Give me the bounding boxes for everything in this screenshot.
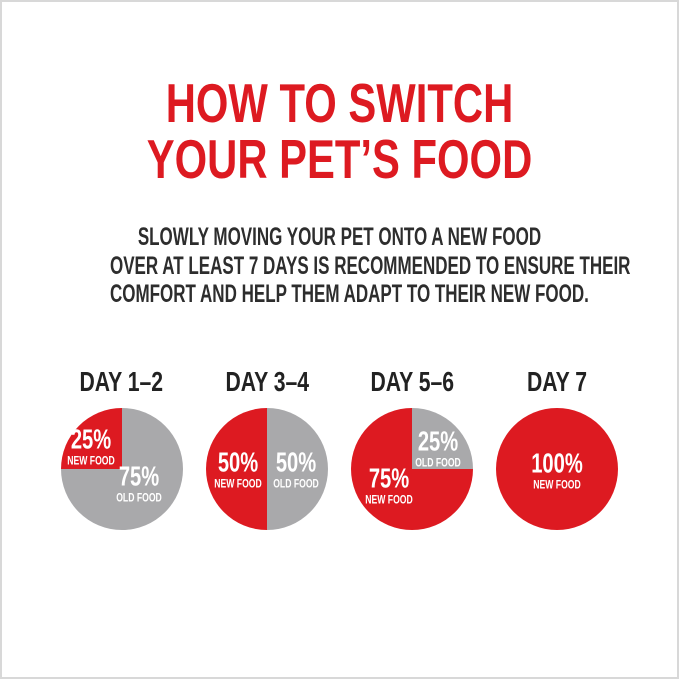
page-title-line-1: HOW TO SWITCH: [165, 72, 514, 134]
pie-day-3-4: 50% NEW FOOD 50% OLD FOOD: [205, 407, 328, 530]
chart-day-1-2: DAY 1–2 25% NEW FOOD 75% OLD FOOD: [60, 365, 184, 530]
slice-name: OLD FOOD: [414, 455, 461, 470]
slice-label-new-food: 100% NEW FOOD: [531, 447, 584, 492]
slice-label-new-food: 75% NEW FOOD: [365, 462, 413, 507]
day-3-4-label: DAY 3–4: [225, 365, 309, 397]
pie-day-5-6: 25% OLD FOOD 75% NEW FOOD: [351, 407, 474, 530]
day-5-6-label: DAY 5–6: [370, 365, 454, 397]
slice-name: OLD FOOD: [273, 476, 319, 491]
pie-chart-row: DAY 1–2 25% NEW FOOD 75% OLD FOOD DAY 3–…: [60, 365, 620, 530]
slice-label-old-food: 25% OLD FOOD: [414, 425, 461, 470]
slice-label-old-food: 50% OLD FOOD: [273, 446, 319, 491]
intro-line-2: OVER AT LEAST 7 DAYS IS RECOMMENDED TO E…: [110, 251, 631, 280]
chart-day-3-4: DAY 3–4 50% NEW FOOD 50% OLD FOOD: [205, 365, 329, 530]
slice-name: NEW FOOD: [533, 477, 582, 492]
slice-label-new-food: 25% NEW FOOD: [67, 423, 115, 468]
slice-label-old-food: 75% OLD FOOD: [115, 460, 162, 505]
slice-percent: 100%: [531, 447, 584, 479]
slice-percent: 75%: [368, 462, 410, 494]
intro-text: SLOWLY MOVING YOUR PET ONTO A NEW FOOD O…: [110, 223, 631, 309]
chart-day-5-6: DAY 5–6 25% OLD FOOD 75% NEW FOOD: [350, 365, 474, 530]
slice-name: NEW FOOD: [67, 453, 115, 468]
page-title: HOW TO SWITCH YOUR PET’S FOOD: [83, 75, 596, 187]
slice-percent: 50%: [275, 446, 317, 478]
slice-percent: 25%: [70, 423, 112, 455]
slice-label-new-food: 50% NEW FOOD: [213, 446, 262, 491]
pie-day-1-2: 25% NEW FOOD 75% OLD FOOD: [60, 407, 183, 530]
day-1-2-label: DAY 1–2: [79, 365, 164, 397]
intro-line-3: COMFORT AND HELP THEM ADAPT TO THEIR NEW…: [110, 280, 589, 308]
slice-name: NEW FOOD: [365, 492, 413, 507]
slice-percent: 50%: [217, 446, 258, 478]
day-7-label: DAY 7: [527, 365, 588, 397]
slice-name: OLD FOOD: [115, 490, 162, 505]
intro-line-1: SLOWLY MOVING YOUR PET ONTO A NEW FOOD: [137, 223, 542, 251]
page-title-line-2: YOUR PET’S FOOD: [146, 128, 533, 190]
slice-percent: 25%: [417, 425, 458, 457]
slice-percent: 75%: [118, 460, 159, 492]
pie-day-7: 100% NEW FOOD: [496, 407, 619, 530]
chart-day-7: DAY 7 100% NEW FOOD: [495, 365, 619, 530]
slice-name: NEW FOOD: [213, 476, 262, 491]
